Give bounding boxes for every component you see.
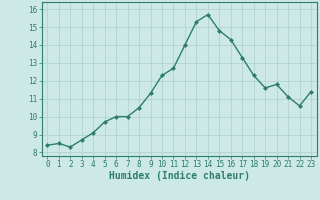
X-axis label: Humidex (Indice chaleur): Humidex (Indice chaleur) <box>109 171 250 181</box>
